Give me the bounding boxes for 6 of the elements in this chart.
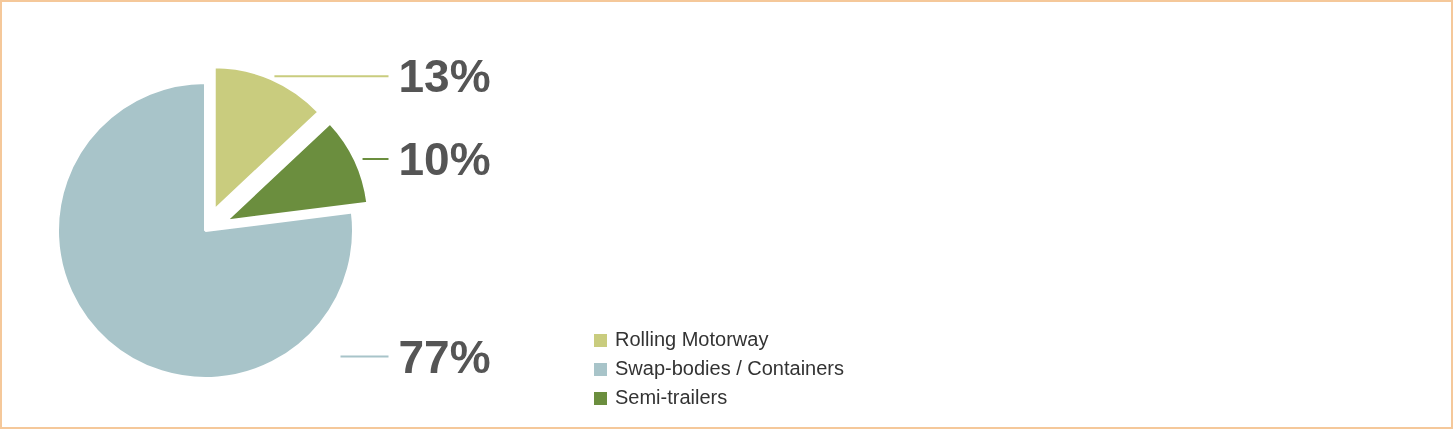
legend-label: Swap-bodies / Containers — [615, 357, 845, 380]
data-label: 13% — [398, 50, 491, 103]
legend-label: Rolling Motorway — [615, 328, 769, 351]
data-label: 10% — [398, 132, 491, 185]
data-label: 77% — [398, 330, 491, 383]
legend-label: Semi-trailers — [615, 386, 728, 409]
